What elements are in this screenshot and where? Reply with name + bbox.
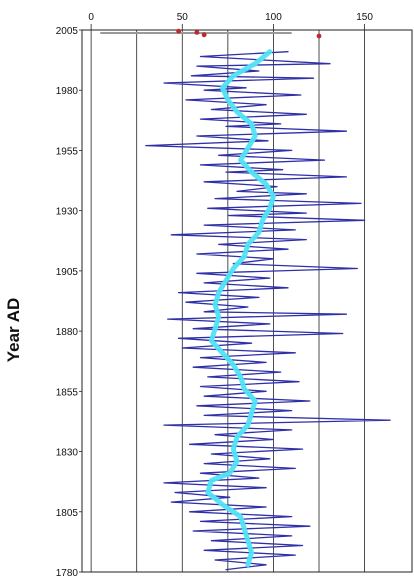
x-axis-ticks: 0 50 100 150: [88, 12, 373, 30]
x-tick-label: 150: [356, 12, 373, 23]
top-markers: [176, 28, 322, 39]
y-tick-label: 1930: [56, 207, 79, 218]
x-tick-label: 100: [265, 12, 282, 23]
plot-frame: [81, 29, 413, 573]
y-tick-label: 1855: [56, 387, 79, 398]
marker-point: [194, 30, 200, 35]
y-tick-label: 1880: [56, 327, 79, 338]
x-tick-label: 50: [177, 12, 189, 23]
series-lines: [145, 49, 391, 571]
marker-point: [316, 33, 322, 39]
y-tick-label: 1830: [56, 448, 79, 459]
smoothed-series-line: [205, 49, 276, 568]
y-tick-label: 1780: [56, 568, 79, 579]
marker-point: [176, 28, 182, 34]
y-tick-label: 1980: [56, 86, 79, 97]
y-axis-ticks: 2005 1980 1955 1930 1905 1880 1855 1830 1805 1780: [56, 26, 82, 579]
x-tick-label: 0: [88, 12, 94, 23]
y-tick-label: 2005: [56, 26, 79, 37]
y-tick-label: 1805: [56, 508, 79, 519]
y-axis-title: Year AD: [4, 297, 23, 363]
y-tick-label: 1905: [56, 267, 79, 278]
marker-point: [201, 32, 207, 38]
y-tick-label: 1955: [56, 146, 79, 157]
